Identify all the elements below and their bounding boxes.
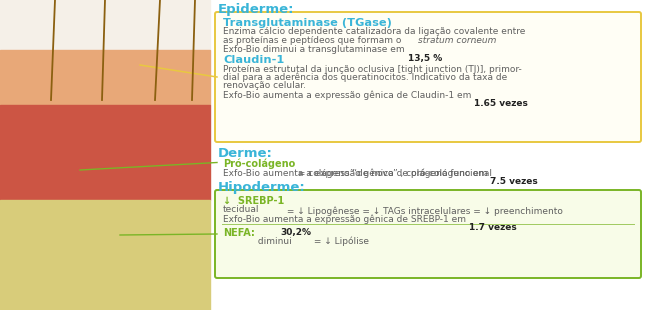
- Text: Transglutaminase (TGase): Transglutaminase (TGase): [223, 18, 392, 28]
- Text: Exfo-Bio aumenta a expressão gênica de pró-colágeno em: Exfo-Bio aumenta a expressão gênica de p…: [223, 168, 490, 178]
- Text: 1.7 vezes: 1.7 vezes: [469, 224, 517, 232]
- Text: diminui: diminui: [255, 237, 294, 246]
- Text: .: .: [474, 36, 477, 45]
- Text: 13,5 %: 13,5 %: [408, 54, 442, 63]
- Text: stratum corneum: stratum corneum: [418, 36, 497, 45]
- Bar: [0, 50, 210, 105]
- Text: Claudin-1: Claudin-1: [223, 55, 284, 65]
- Text: ↓  SREBP-1: ↓ SREBP-1: [223, 196, 284, 206]
- Text: Exfo-Bio aumenta a expressão gênica de SREBP-1 em: Exfo-Bio aumenta a expressão gênica de S…: [223, 214, 469, 224]
- Text: 30,2%: 30,2%: [280, 228, 311, 237]
- Text: tecidual: tecidual: [223, 205, 259, 214]
- FancyBboxPatch shape: [215, 12, 641, 142]
- Bar: [0, 105, 210, 200]
- Bar: [0, 200, 210, 310]
- Text: Enzima cálcio dependente catalizadora da ligação covalente entre: Enzima cálcio dependente catalizadora da…: [223, 28, 525, 37]
- Text: NEFA:: NEFA:: [223, 228, 255, 237]
- Text: dial para a aderência dos queratinocitos. Indicativo da taxa de: dial para a aderência dos queratinocitos…: [223, 73, 507, 82]
- Text: = ↓ Lipogênese = ↓ TAGs intracelulares = ↓ preenchimento: = ↓ Lipogênese = ↓ TAGs intracelulares =…: [284, 206, 563, 215]
- Text: = ↓ Lipólise: = ↓ Lipólise: [311, 237, 369, 246]
- Text: as proteínas e peptídeos que formam o: as proteínas e peptídeos que formam o: [223, 36, 404, 45]
- Text: Derme:: Derme:: [218, 147, 273, 160]
- FancyBboxPatch shape: [215, 190, 641, 278]
- Text: Epiderme:: Epiderme:: [218, 3, 294, 16]
- Text: Exfo-Bio diminui a transglutaminase em: Exfo-Bio diminui a transglutaminase em: [223, 45, 408, 54]
- Text: Hipoderme:: Hipoderme:: [218, 180, 306, 193]
- Text: = colágeno “de novo” , colágeno funcional: = colágeno “de novo” , colágeno funciona…: [295, 169, 492, 178]
- Text: renovação celular.: renovação celular.: [223, 82, 306, 91]
- Text: Proteína estrututal da junção oclusiva [tight junction (TJ)], primor-: Proteína estrututal da junção oclusiva […: [223, 64, 522, 73]
- Bar: [0, 0, 210, 50]
- Text: Exfo-Bio aumenta a expressão gênica de Claudin-1 em: Exfo-Bio aumenta a expressão gênica de C…: [223, 90, 474, 100]
- Text: 1.65 vezes: 1.65 vezes: [474, 100, 528, 108]
- Text: Pró-colágeno: Pró-colágeno: [223, 158, 295, 169]
- Text: 7.5 vezes: 7.5 vezes: [490, 178, 538, 187]
